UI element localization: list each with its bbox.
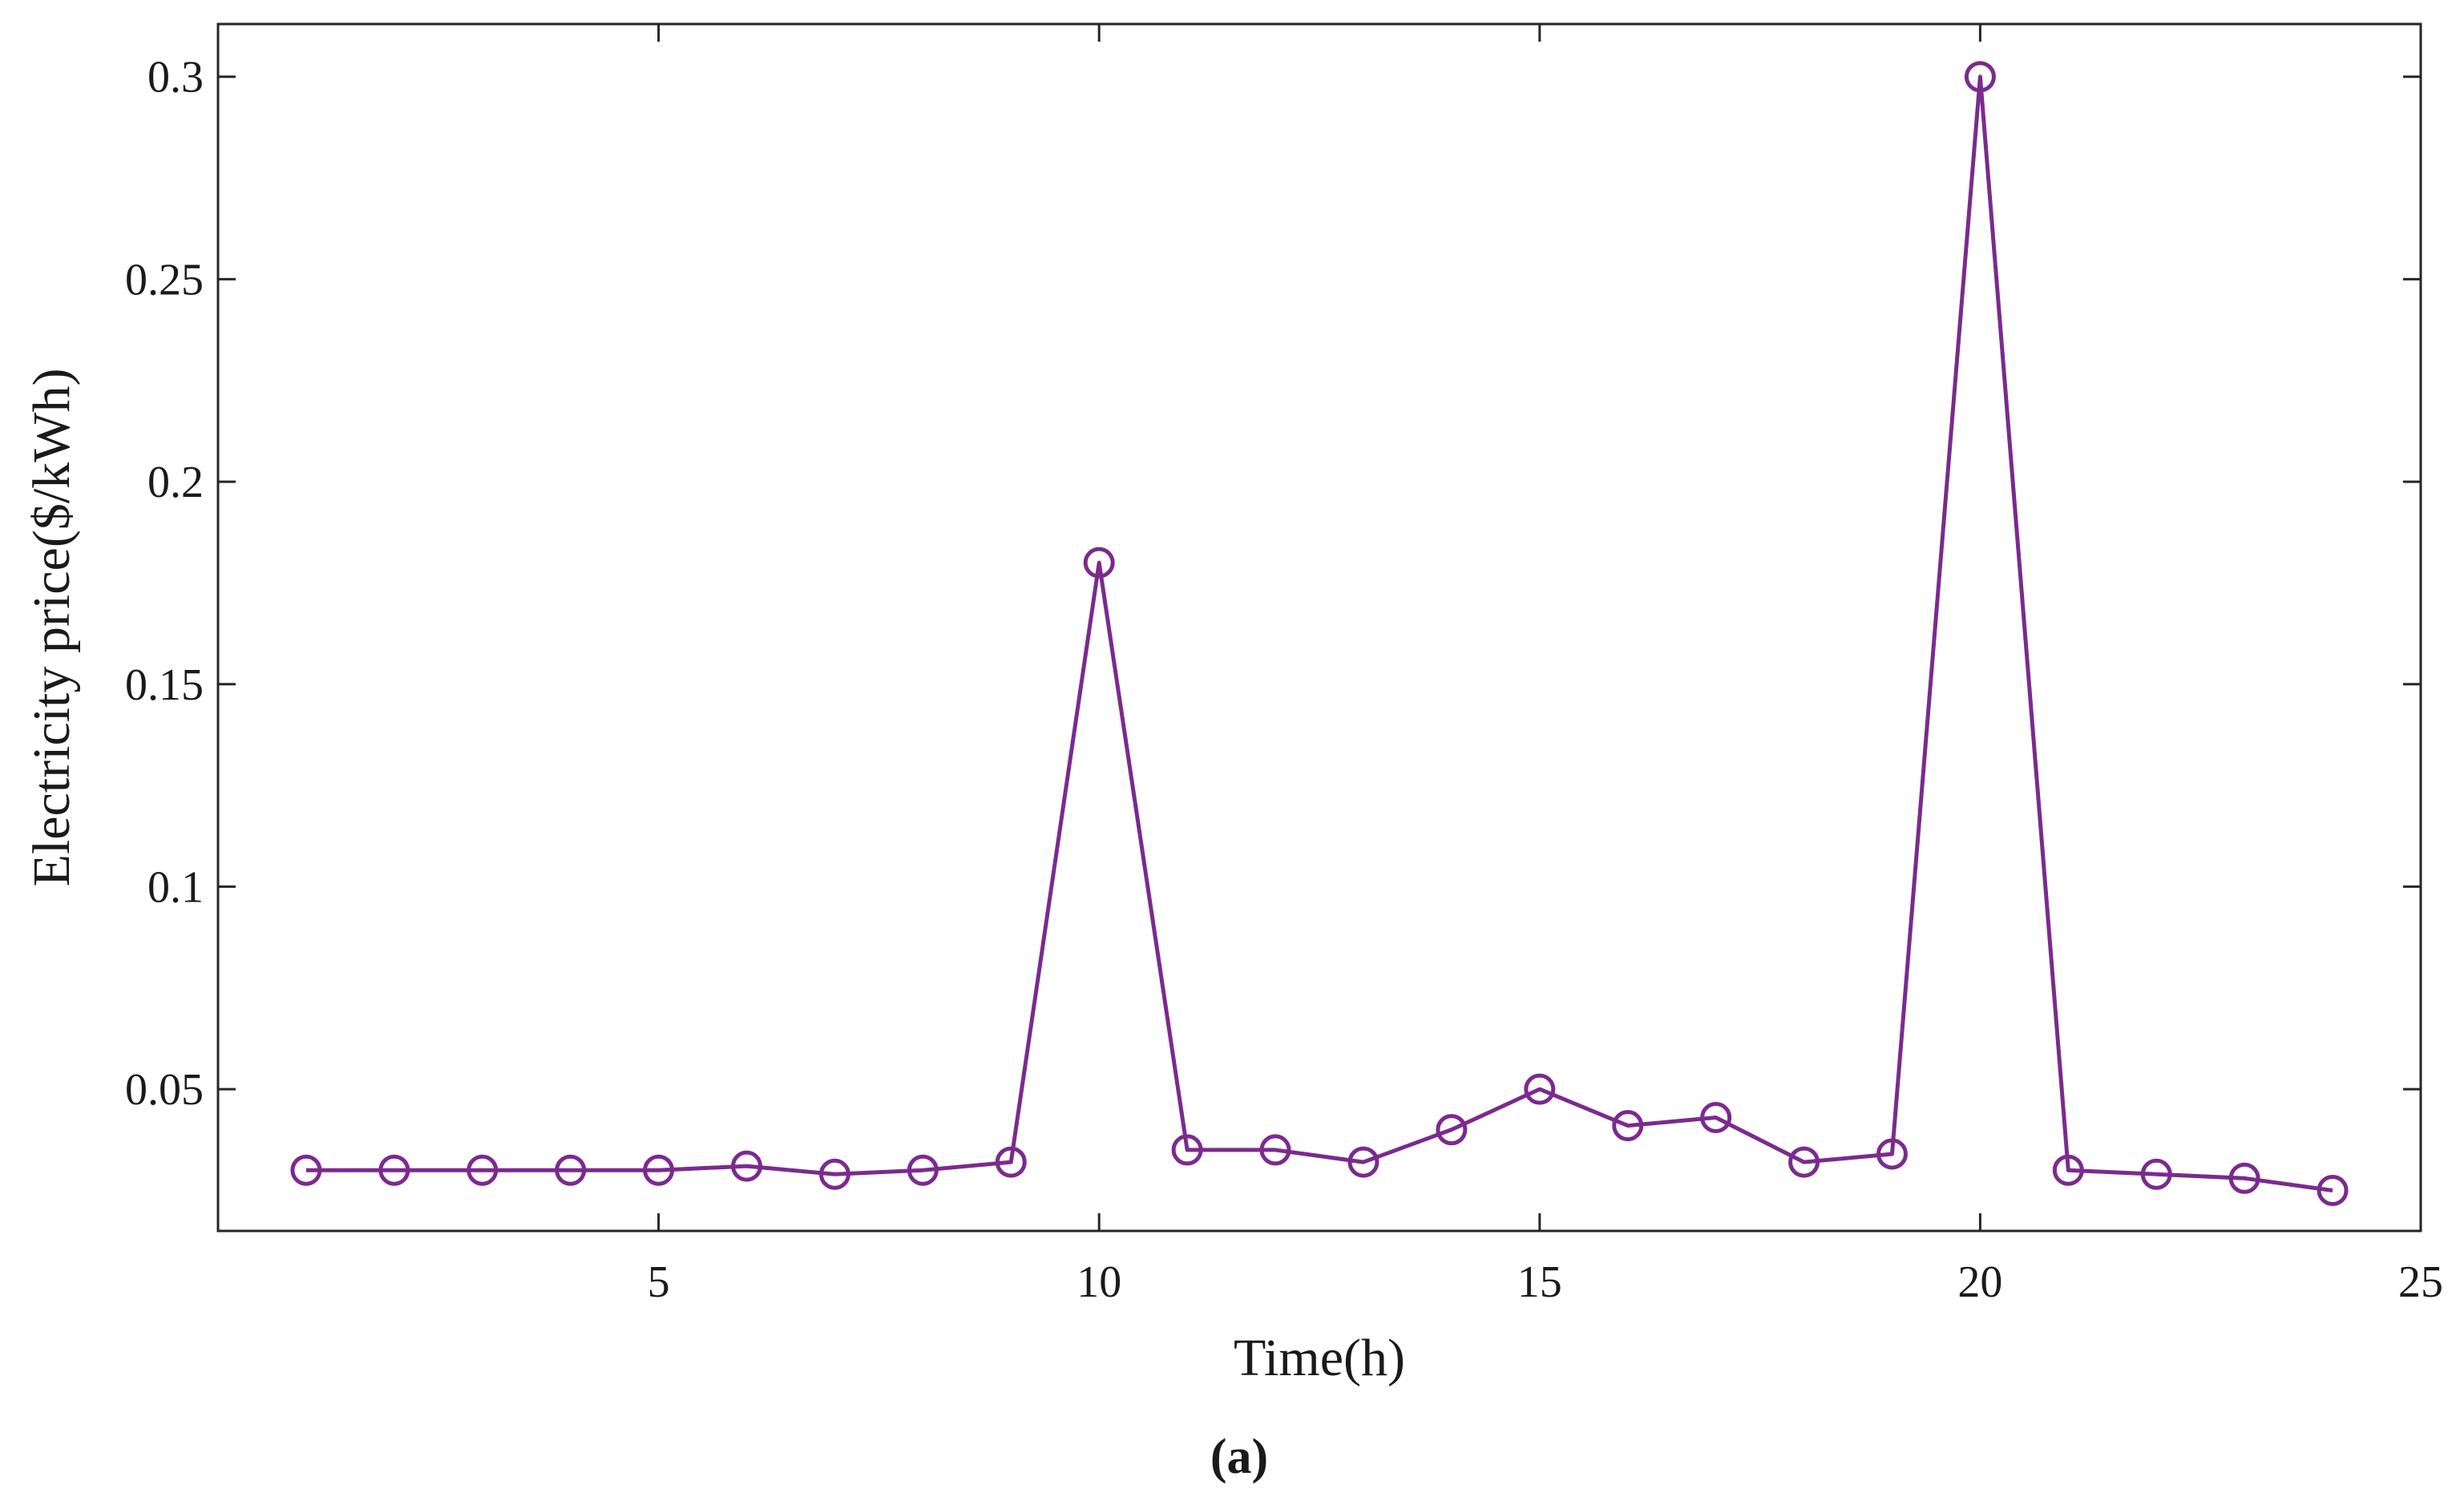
data-point-marker: [1259, 1134, 1291, 1166]
x-tick-label: 10: [1076, 1257, 1121, 1307]
plot-area: [216, 22, 2422, 1233]
x-axis-title: Time(h): [1234, 1329, 1405, 1387]
data-point-marker: [1436, 1114, 1468, 1146]
x-tick-label: 20: [1957, 1257, 2002, 1307]
y-axis-title: Electricity price($/kWh): [22, 369, 81, 887]
data-point-marker: [1171, 1134, 1203, 1166]
y-tick-label: 0.3: [147, 53, 204, 103]
data-point-marker: [290, 1154, 322, 1186]
y-tick-label: 0.25: [125, 255, 204, 305]
data-point-marker: [1347, 1146, 1379, 1178]
data-point-marker: [1083, 547, 1115, 579]
data-point-marker: [467, 1154, 499, 1186]
data-point-marker: [995, 1146, 1027, 1178]
data-point-marker: [1524, 1073, 1556, 1105]
x-tick-label: 5: [648, 1257, 670, 1307]
y-tick-label: 0.15: [125, 660, 204, 710]
panel-label: (a): [1210, 1430, 1268, 1484]
y-axis-ticks: 0.05 0.1 0.15 0.2 0.25 0.3: [125, 53, 2421, 1115]
x-tick-label: 15: [1517, 1257, 1562, 1307]
x-axis-ticks: 5 10 15 20 25: [648, 24, 2443, 1307]
x-tick-label: 25: [2398, 1257, 2443, 1307]
data-point-marker: [907, 1154, 939, 1186]
data-point-marker: [818, 1158, 850, 1190]
data-point-marker: [2140, 1158, 2172, 1190]
data-point-marker: [1964, 61, 1996, 93]
y-tick-label: 0.1: [147, 862, 204, 912]
data-point-marker: [2052, 1154, 2084, 1186]
data-point-marker: [555, 1154, 587, 1186]
series-layer: [290, 61, 2349, 1206]
y-tick-label: 0.2: [147, 458, 204, 507]
data-point-marker: [1700, 1101, 1732, 1133]
data-point-marker: [643, 1154, 675, 1186]
data-point-marker: [378, 1154, 410, 1186]
data-point-marker: [2317, 1174, 2349, 1206]
data-point-marker: [731, 1150, 763, 1182]
data-point-marker: [1788, 1146, 1820, 1178]
y-tick-label: 0.05: [125, 1065, 204, 1115]
data-point-marker: [1612, 1110, 1644, 1142]
data-point-marker: [1876, 1138, 1908, 1170]
data-point-marker: [2228, 1162, 2260, 1194]
